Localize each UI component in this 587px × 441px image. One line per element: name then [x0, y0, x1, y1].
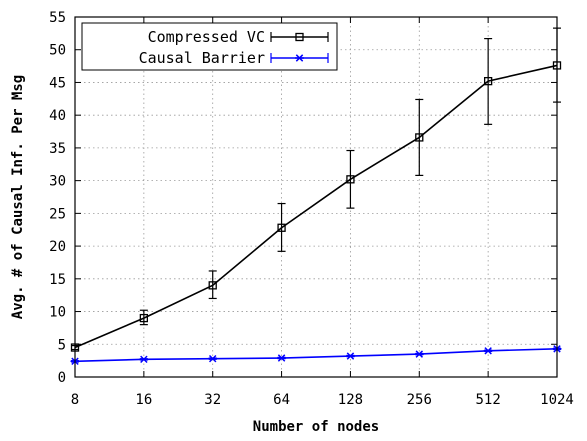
y-tick-label: 55	[49, 10, 66, 26]
data-series	[70, 27, 562, 366]
y-tick-label: 40	[49, 108, 66, 124]
asterisk-stroke	[346, 352, 355, 360]
x-tick-label: 8	[71, 392, 79, 408]
legend-marker	[295, 54, 304, 62]
asterisk-stroke	[484, 347, 492, 355]
x-tick-label: 256	[407, 392, 432, 408]
y-tick-label: 35	[49, 141, 66, 157]
x-axis-title: Number of nodes	[253, 419, 379, 435]
x-tick-label: 512	[475, 392, 500, 408]
asterisk-stroke	[208, 354, 217, 363]
asterisk-stroke	[277, 354, 286, 362]
y-tick-label: 5	[58, 337, 66, 353]
y-tick-label: 0	[58, 370, 66, 386]
grid-lines	[75, 17, 557, 377]
legend-label-causal-barrier: Causal Barrier	[139, 49, 265, 67]
data-point	[483, 76, 493, 86]
x-tick-label: 32	[204, 392, 221, 408]
legend: Compressed VC Causal Barrier	[81, 22, 338, 71]
asterisk-stroke	[140, 355, 148, 364]
legend-marker	[295, 32, 304, 42]
axis-ticks: 0 5 10 15 20 25 30 35 40 45 50 55 8 16 32 64 128 256 512 10…	[49, 10, 574, 408]
data-point	[277, 354, 287, 362]
series-line	[74, 348, 558, 363]
x-tick-label: 128	[338, 392, 363, 408]
data-point	[345, 352, 355, 360]
y-tick-label: 10	[49, 305, 66, 321]
y-axis-title: Avg. # of Causal Inf. Per Msg	[10, 75, 26, 319]
x-tick-label: 1024	[540, 392, 574, 408]
data-point	[277, 223, 286, 232]
legend-sample-causal-barrier	[270, 53, 329, 63]
legend-box	[81, 22, 338, 71]
series-causal-barrier	[70, 345, 562, 366]
y-tick-label: 20	[49, 239, 66, 255]
data-point	[414, 350, 424, 358]
x-tick-label: 16	[135, 392, 152, 408]
y-tick-label: 15	[49, 272, 66, 288]
data-point	[139, 313, 149, 323]
y-tick-label: 45	[49, 75, 66, 91]
plot-frame	[74, 16, 558, 378]
data-point	[415, 133, 424, 142]
data-point	[139, 355, 149, 364]
y-tick-label: 25	[49, 206, 66, 222]
y-tick-label: 30	[49, 174, 66, 190]
series-compressed-vc	[70, 27, 562, 352]
y-tick-label: 50	[49, 43, 66, 59]
legend-sample-compressed-vc	[270, 32, 329, 42]
asterisk-stroke	[295, 54, 304, 62]
data-point	[483, 347, 493, 355]
data-point	[208, 354, 218, 363]
x-tick-label: 64	[273, 392, 290, 408]
data-point	[208, 281, 217, 290]
series-line	[74, 64, 558, 349]
asterisk-stroke	[415, 350, 424, 358]
legend-label-compressed-vc: Compressed VC	[148, 28, 265, 46]
data-point	[346, 175, 355, 184]
